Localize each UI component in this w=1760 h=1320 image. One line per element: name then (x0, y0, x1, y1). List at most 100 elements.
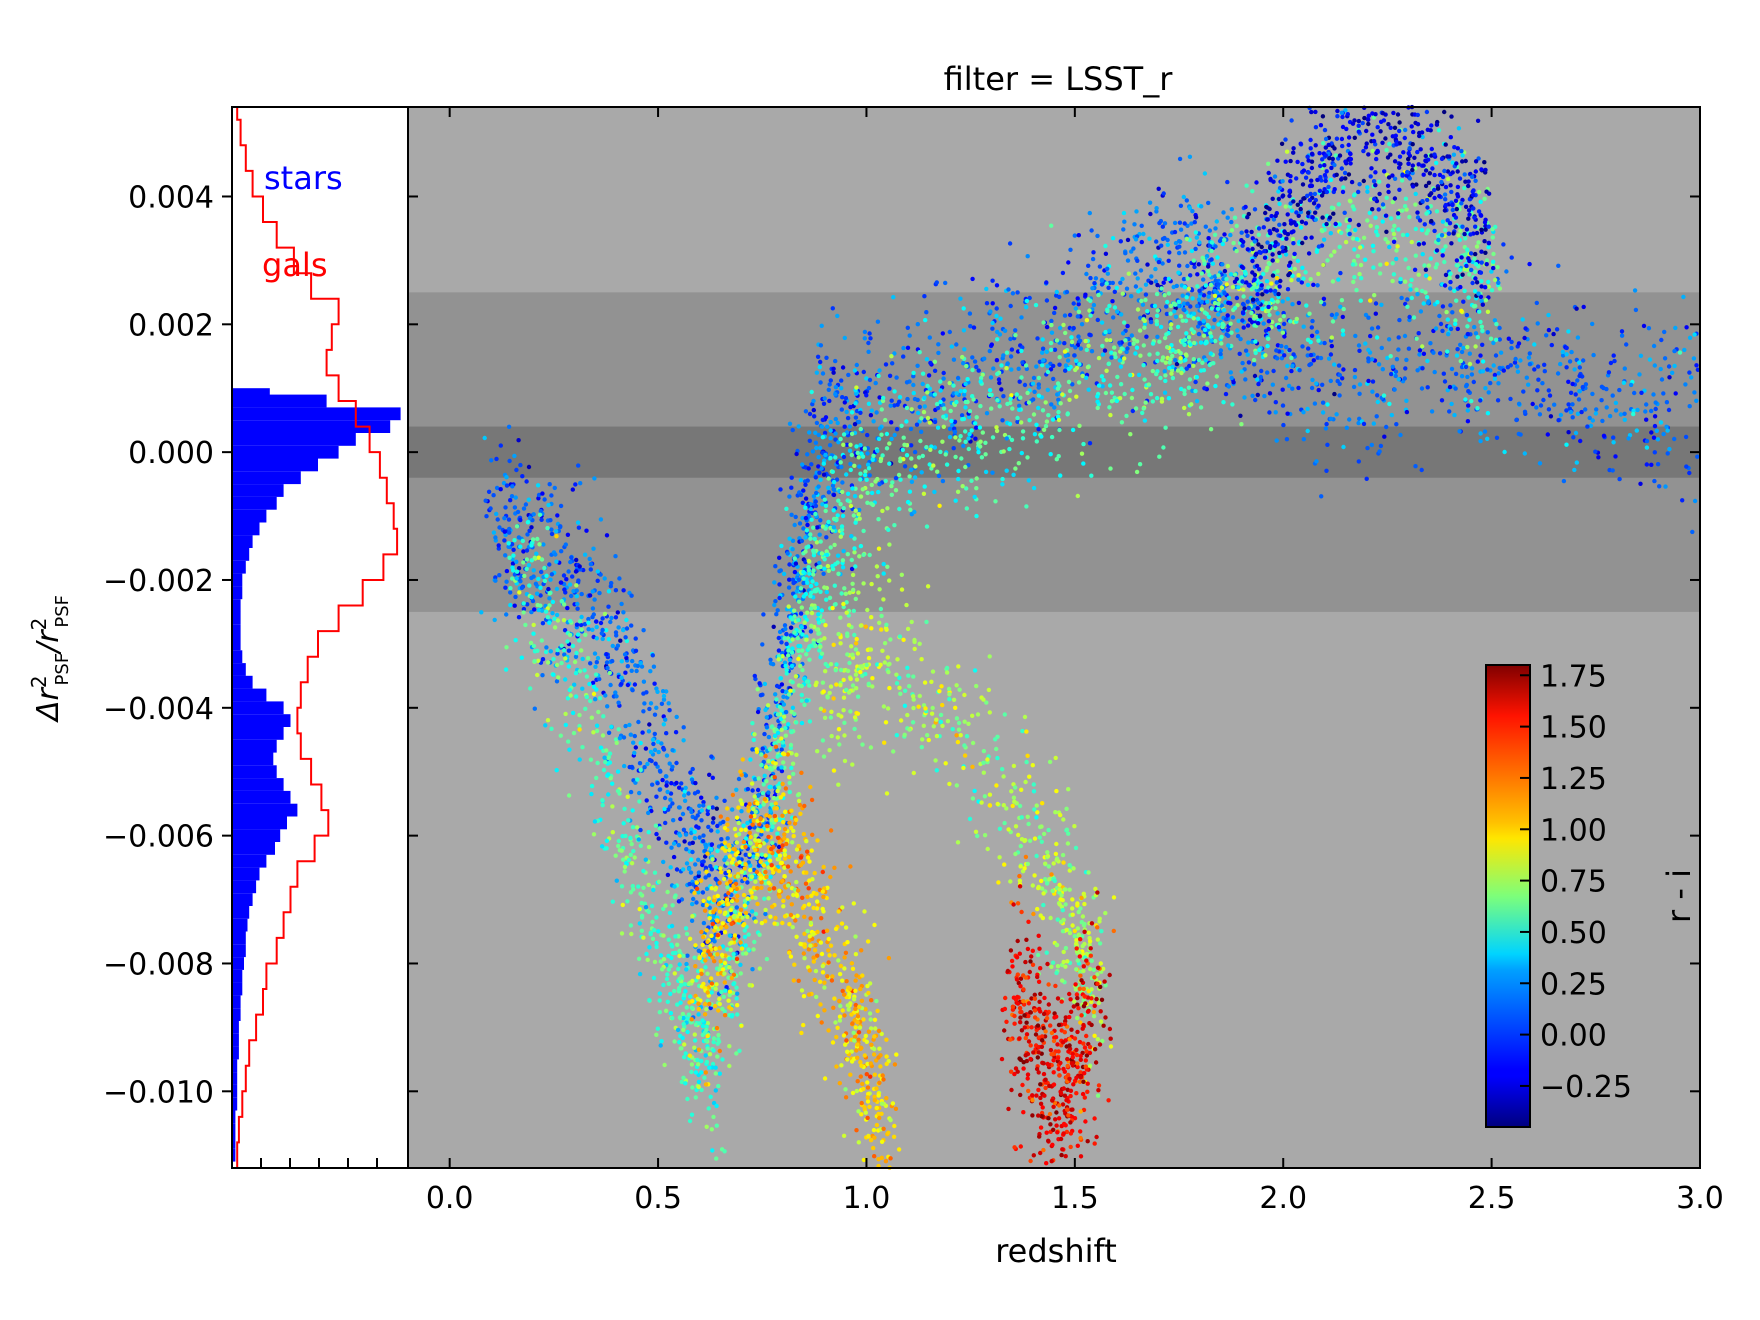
scatter-point (1020, 360, 1025, 365)
scatter-point (789, 765, 794, 771)
scatter-point (1461, 299, 1466, 304)
scatter-point (1581, 304, 1586, 310)
scatter-point (1100, 343, 1105, 349)
scatter-point (963, 399, 968, 405)
scatter-point (752, 939, 757, 945)
scatter-point (889, 420, 894, 425)
scatter-point (1252, 362, 1257, 367)
scatter-point (1477, 309, 1482, 314)
scatter-point (1390, 364, 1396, 369)
scatter-point (1085, 365, 1091, 370)
scatter-point (1387, 401, 1392, 407)
scatter-point (594, 660, 599, 665)
scatter-point (1224, 317, 1229, 322)
tolerance-bands (408, 292, 1700, 612)
scatter-point (709, 1127, 714, 1132)
scatter-point (897, 506, 902, 512)
scatter-point (1655, 462, 1661, 467)
scatter-point (1199, 307, 1205, 312)
scatter-point (1057, 427, 1062, 433)
scatter-point (1573, 430, 1579, 436)
scatter-point (1030, 381, 1036, 386)
scatter-point (792, 569, 798, 575)
scatter-point (1535, 321, 1540, 326)
scatter-point (888, 403, 893, 408)
scatter-point (683, 1051, 688, 1056)
scatter-point (1556, 418, 1561, 423)
scatter-point (773, 564, 778, 569)
scatter-point (684, 931, 690, 937)
scatter-point (1337, 372, 1343, 378)
scatter-point (1580, 384, 1586, 390)
scatter-point (1314, 249, 1320, 254)
scatter-point (787, 789, 792, 795)
scatter-point (746, 860, 751, 865)
scatter-point (1516, 401, 1522, 406)
scatter-point (891, 295, 896, 300)
scatter-point (704, 1007, 709, 1012)
scatter-point (1284, 437, 1290, 442)
scatter-point (671, 841, 677, 846)
scatter-point (677, 1015, 683, 1020)
scatter-point (1661, 431, 1666, 437)
scatter-point (822, 430, 828, 436)
scatter-point (650, 653, 655, 658)
scatter-point (1632, 288, 1638, 293)
scatter-point (826, 519, 831, 525)
scatter-point (833, 385, 839, 390)
scatter-point (1184, 236, 1190, 242)
scatter-point (722, 857, 727, 863)
scatter-point (1335, 378, 1340, 384)
scatter-point (1143, 400, 1148, 405)
scatter-point (1161, 191, 1166, 196)
scatter-point (1120, 276, 1125, 282)
scatter-point (661, 957, 667, 962)
scatter-point (685, 1016, 691, 1021)
scatter-point (597, 696, 603, 701)
scatter-point (1172, 229, 1178, 235)
scatter-point (801, 526, 806, 531)
scatter-point (1478, 431, 1483, 436)
scatter-point (716, 1039, 722, 1044)
scatter-point (577, 727, 582, 732)
scatter-point (781, 694, 786, 699)
scatter-point (1122, 391, 1127, 397)
scatter-point (621, 821, 626, 826)
scatter-point (1568, 409, 1574, 415)
scatter-point (1352, 275, 1357, 280)
scatter-point (1020, 436, 1026, 441)
scatter-point (1191, 258, 1197, 263)
scatter-point (1546, 388, 1552, 393)
scatter-point (1350, 204, 1356, 209)
scatter-point (922, 484, 927, 489)
scatter-point (1496, 371, 1501, 376)
scatter-point (1575, 378, 1580, 383)
scatter-point (573, 694, 579, 699)
scatter-point (607, 760, 613, 765)
scatter-point (1583, 407, 1588, 412)
scatter-point (1449, 401, 1454, 407)
scatter-point (785, 551, 790, 556)
scatter-point (892, 389, 897, 394)
scatter-point (1280, 299, 1285, 304)
scatter-point (623, 670, 628, 675)
scatter-point (912, 509, 917, 515)
scatter-point (503, 553, 508, 558)
scatter-point (1275, 258, 1280, 263)
scatter-point (1154, 206, 1159, 211)
scatter-point (1199, 271, 1205, 276)
scatter-point (1131, 341, 1136, 346)
scatter-point (941, 376, 946, 381)
scatter-point (1328, 378, 1334, 384)
scatter-point (821, 618, 826, 624)
scatter-point (708, 1094, 713, 1100)
scatter-point (964, 363, 969, 369)
scatter-point (533, 581, 539, 586)
scatter-point (1191, 316, 1197, 321)
scatter-point (604, 533, 610, 538)
scatter-point (821, 754, 827, 759)
scatter-point (1208, 351, 1214, 356)
scatter-point (1340, 332, 1346, 337)
scatter-point (883, 417, 888, 423)
scatter-point (822, 636, 827, 641)
